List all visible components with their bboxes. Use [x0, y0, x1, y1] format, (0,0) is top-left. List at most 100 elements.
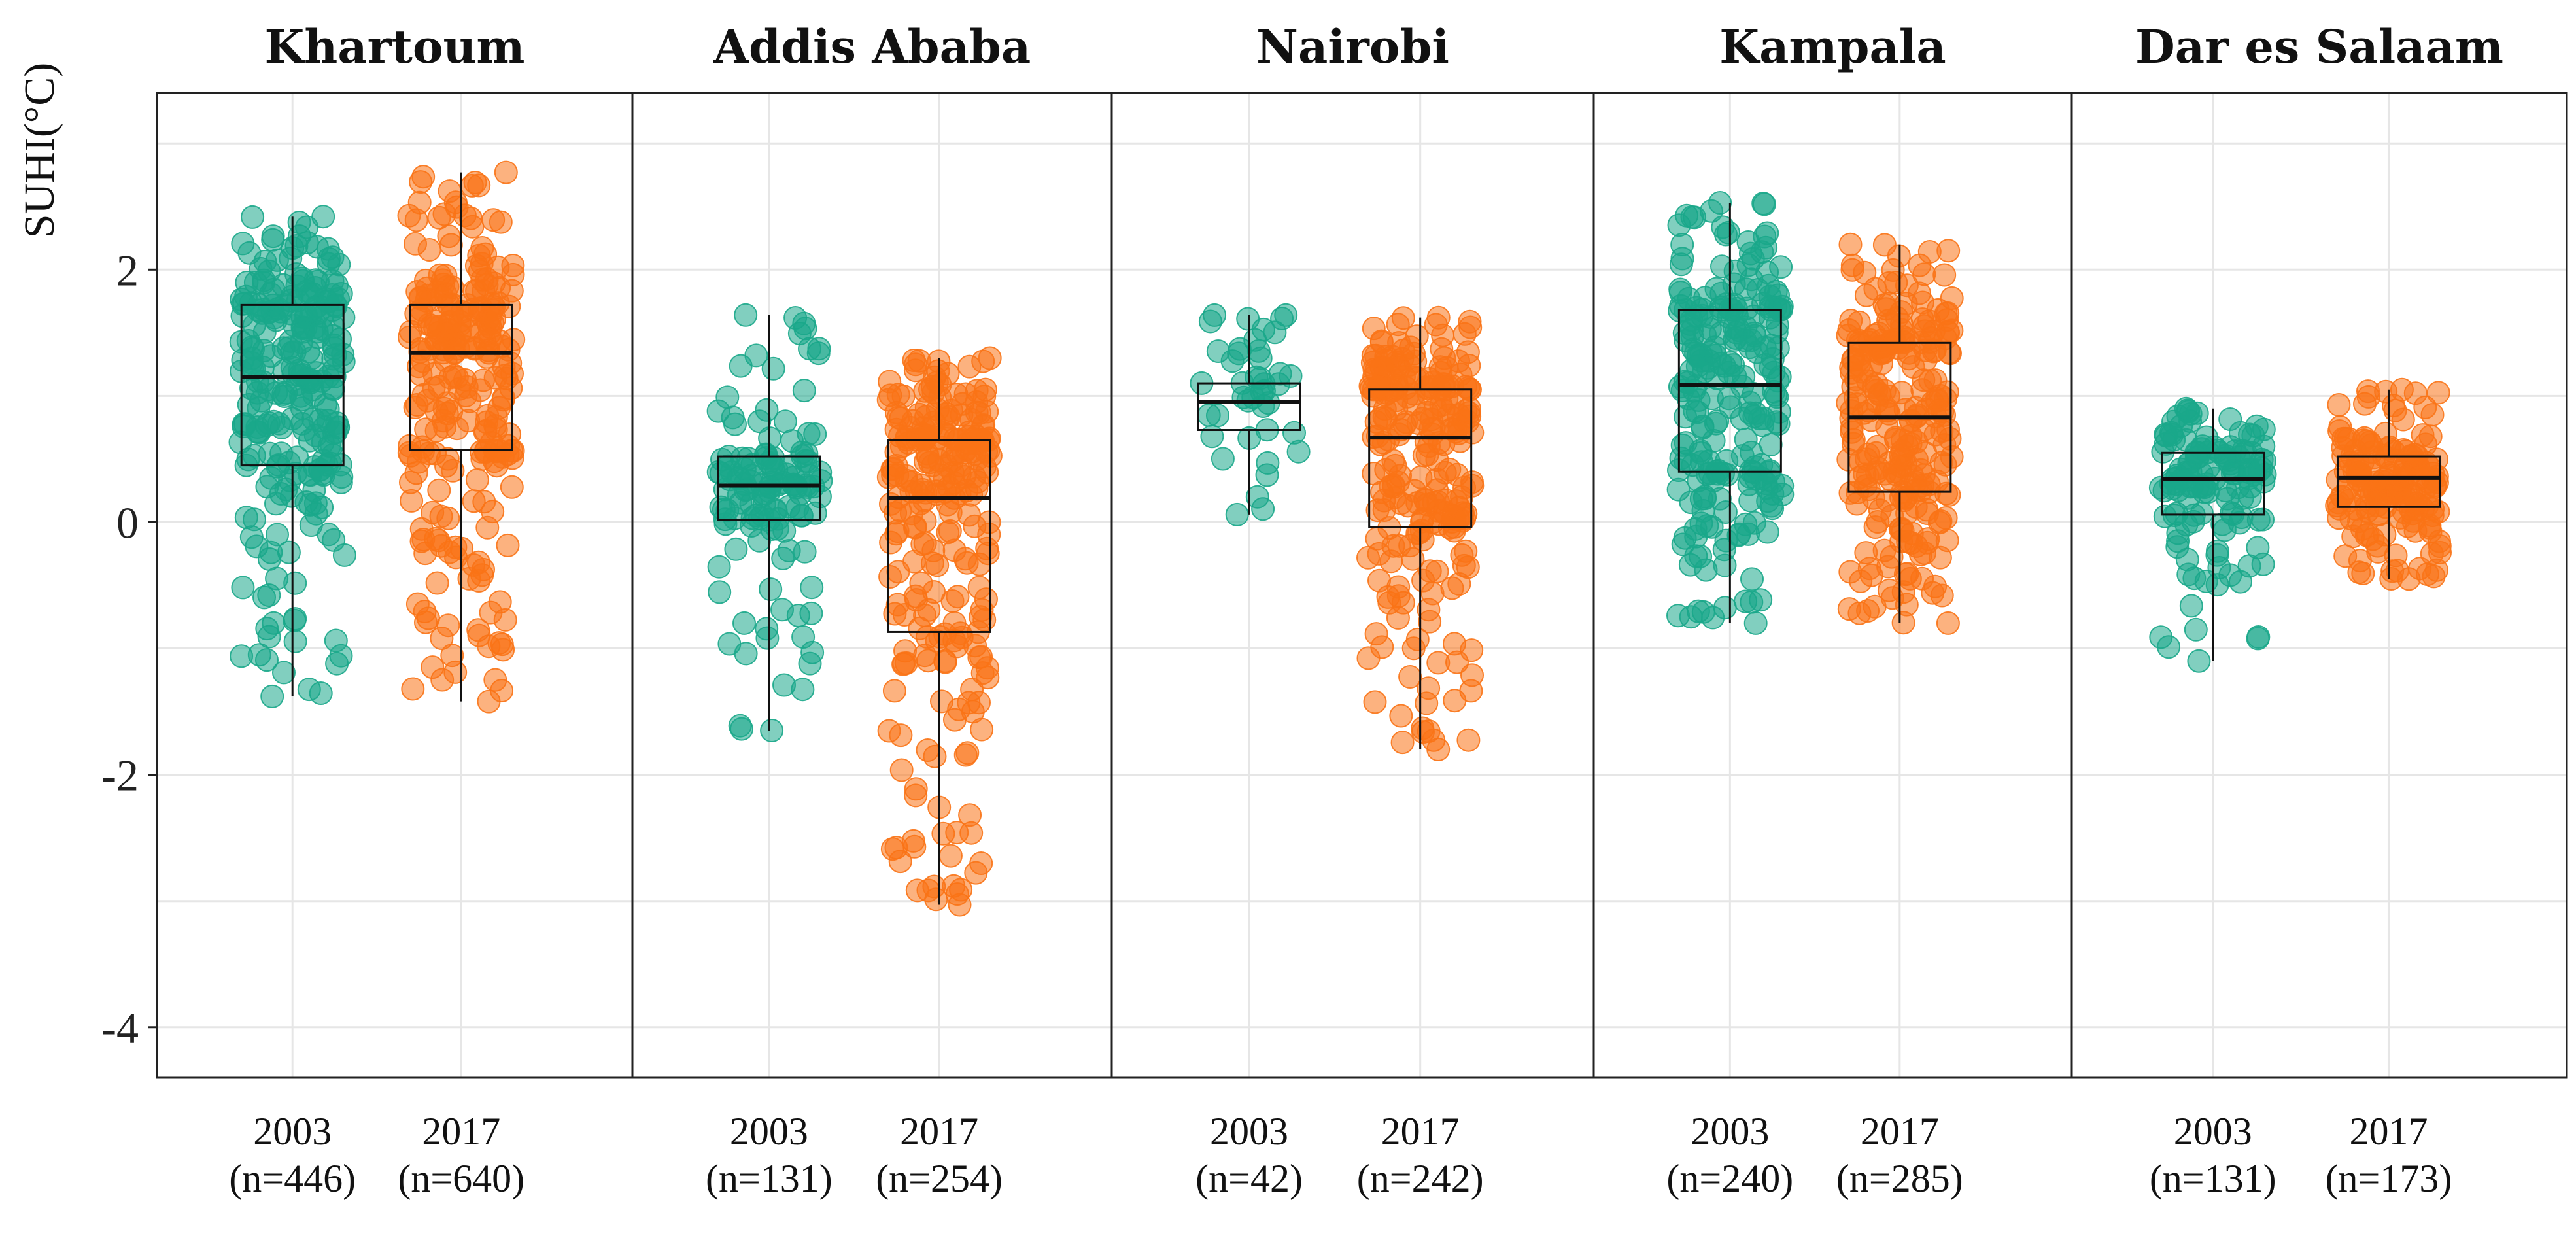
data-point [708, 580, 732, 604]
data-point [715, 385, 740, 409]
data-point [234, 506, 258, 530]
box-layer [240, 172, 2441, 905]
panel-title: Khartoum [265, 20, 525, 74]
data-point [1850, 360, 1874, 384]
data-point [755, 617, 779, 641]
data-point [1362, 462, 1386, 486]
data-point [1443, 689, 1467, 713]
data-point [257, 583, 281, 607]
data-point [1411, 716, 1435, 740]
data-point [1863, 515, 1887, 539]
x-label-n: (n=131) [706, 1157, 833, 1200]
data-point [429, 534, 453, 558]
data-point [255, 648, 279, 672]
data-point [1724, 326, 1748, 350]
x-label-year: 2003 [2174, 1110, 2252, 1153]
data-point [970, 661, 995, 685]
data-point [442, 364, 466, 388]
data-point [772, 519, 797, 543]
data-point [231, 232, 255, 256]
data-point [1917, 472, 1941, 496]
data-point [1940, 318, 1964, 343]
data-point [494, 160, 518, 184]
data-point [1381, 449, 1405, 473]
data-point [260, 684, 284, 708]
data-point [721, 405, 745, 430]
data-point [772, 673, 796, 697]
data-point [407, 190, 432, 215]
data-point [1891, 329, 1915, 353]
data-point [1898, 566, 1922, 591]
data-point [1700, 387, 1724, 411]
data-point [886, 383, 910, 407]
data-point [2157, 635, 2181, 659]
data-point [1742, 511, 1766, 535]
data-point [1736, 253, 1760, 277]
data-point [256, 411, 281, 435]
box-iqr [2336, 455, 2441, 508]
data-point [325, 651, 349, 676]
data-point [1415, 691, 1439, 715]
data-point [232, 415, 256, 439]
data-point [798, 337, 821, 361]
data-point [1405, 627, 1430, 651]
data-point [1859, 563, 1883, 587]
data-point [777, 539, 801, 562]
data-point [728, 714, 752, 738]
data-point [971, 349, 995, 373]
data-point [770, 598, 794, 622]
data-point [1356, 646, 1381, 670]
data-point [894, 651, 918, 675]
data-point [2333, 544, 2358, 568]
data-point [792, 379, 816, 403]
data-point [2229, 421, 2252, 445]
data-point [303, 423, 328, 447]
data-point [242, 443, 266, 468]
x-label-n: (n=446) [229, 1157, 356, 1200]
data-point [2175, 547, 2199, 572]
data-point [780, 429, 804, 453]
data-point [1450, 485, 1474, 509]
data-point [425, 571, 449, 595]
data-point [1401, 382, 1426, 406]
data-point [414, 610, 438, 634]
data-point [793, 317, 817, 341]
data-point [2337, 426, 2361, 451]
data-point [1402, 341, 1426, 366]
data-point [1428, 355, 1452, 379]
data-point [949, 878, 973, 902]
data-point [707, 555, 731, 579]
data-point [2251, 507, 2275, 532]
data-point [1740, 567, 1764, 591]
data-point [1394, 410, 1418, 434]
x-label-n: (n=254) [876, 1157, 1003, 1200]
data-point [261, 224, 285, 249]
data-point [1699, 199, 1723, 223]
data-point [1940, 445, 1964, 469]
data-point [948, 481, 972, 506]
data-point [938, 844, 963, 868]
box-iqr [1368, 388, 1473, 528]
data-point [904, 584, 928, 608]
data-point [1433, 460, 1457, 485]
data-point [259, 540, 283, 564]
data-point [1769, 255, 1793, 279]
x-label-n: (n=285) [1836, 1157, 1963, 1200]
data-point [1379, 549, 1403, 574]
x-label-year: 2003 [1210, 1110, 1288, 1153]
x-label-year: 2003 [253, 1110, 332, 1153]
data-point [257, 625, 281, 649]
data-point [272, 661, 296, 685]
data-point [914, 449, 937, 473]
data-point [958, 803, 982, 827]
data-point [283, 608, 307, 632]
data-point [481, 208, 506, 232]
data-point [483, 668, 507, 692]
data-point [975, 400, 999, 424]
data-point [976, 542, 1000, 566]
data-point [399, 470, 422, 494]
data-point [432, 202, 456, 226]
points-layer [228, 160, 2452, 917]
panel-title: Kampala [1719, 20, 1946, 74]
data-point [1726, 523, 1751, 547]
